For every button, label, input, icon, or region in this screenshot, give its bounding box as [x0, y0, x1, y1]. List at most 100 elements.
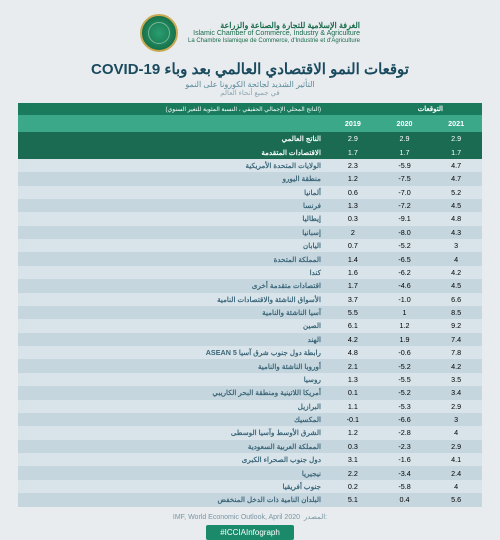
row-value: -5.2 [379, 239, 431, 252]
table-row: 8.515.5آسيا الناشئة والنامية [18, 306, 482, 319]
col-2019: 2019 [327, 115, 379, 132]
col-2021: 2021 [430, 115, 482, 132]
row-value: -5.2 [379, 359, 431, 372]
table-row: 2.9-5.31.1البرازيل [18, 400, 482, 413]
row-value: 3.4 [430, 386, 482, 399]
col-2020: 2020 [379, 115, 431, 132]
row-value: 1.3 [327, 199, 379, 212]
year-header-row: 2021 2020 2019 [18, 115, 482, 132]
empty-head [327, 103, 379, 115]
row-value: 4.2 [430, 266, 482, 279]
table-row: 4.7-5.92.3الولايات المتحدة الأمريكية [18, 159, 482, 172]
row-label: المملكة المتحدة [18, 252, 327, 265]
row-value: 9.2 [430, 319, 482, 332]
table-row: 3-5.20.7اليابان [18, 239, 482, 252]
header: الغرفة الإسلامية للتجارة والصناعة والزرا… [18, 10, 482, 60]
row-label: الشرق الأوسط وآسيا الوسطى [18, 426, 327, 439]
table-row: 3.4-5.20.1أمريكا اللاتينية ومنطقة البحر … [18, 386, 482, 399]
org-name-block: الغرفة الإسلامية للتجارة والصناعة والزرا… [188, 21, 360, 45]
row-value: -6.2 [379, 266, 431, 279]
org-name-ar: الغرفة الإسلامية للتجارة والصناعة والزرا… [188, 21, 360, 30]
table-row: 5.2-7.00.6ألمانيا [18, 186, 482, 199]
row-label: فرنسا [18, 199, 327, 212]
row-value: 7.8 [430, 346, 482, 359]
row-value: 3.1 [327, 453, 379, 466]
row-label: اقتصادات متقدمة أخرى [18, 279, 327, 292]
row-value: 2.4 [430, 466, 482, 479]
subtitle-2: في جميع أنحاء العالم [18, 89, 482, 97]
row-label: إيطاليا [18, 212, 327, 225]
row-value: 7.4 [430, 333, 482, 346]
projections-row: التوقعات (الناتج المحلي الإجمالي الحقيقي… [18, 103, 482, 115]
row-label: دول جنوب الصحراء الكبرى [18, 453, 327, 466]
row-value: 2.1 [327, 359, 379, 372]
row-value: 4 [430, 252, 482, 265]
row-value: 4.2 [430, 359, 482, 372]
row-value: 0.3 [327, 212, 379, 225]
row-label: آسيا الناشئة والنامية [18, 306, 327, 319]
row-value: 4.7 [430, 172, 482, 185]
table-row: 4.2-5.22.1أوروبا الناشئة والنامية [18, 359, 482, 372]
row-value: 0.7 [327, 239, 379, 252]
row-label: الأسواق الناشئة والاقتصادات النامية [18, 293, 327, 306]
data-table: التوقعات (الناتج المحلي الإجمالي الحقيقي… [18, 103, 482, 507]
row-value: 1.7 [327, 279, 379, 292]
row-value: 2.2 [327, 466, 379, 479]
row-value: 2.3 [327, 159, 379, 172]
source-line: IMF, World Economic Outlook, April 2020 … [173, 513, 327, 521]
row-value: 4 [430, 426, 482, 439]
row-value: 5.5 [327, 306, 379, 319]
row-value: 1.3 [327, 373, 379, 386]
row-value: -2.8 [379, 426, 431, 439]
row-value: 0.3 [327, 440, 379, 453]
table-row: 4-5.80.2جنوب أفريقيا [18, 480, 482, 493]
row-value: 4.7 [430, 159, 482, 172]
row-value: 1.9 [379, 333, 431, 346]
org-name-fr: La Chambre Islamique de Commerce, d'Indu… [188, 38, 360, 45]
page-title: توقعات النمو الاقتصادي العالمي بعد وباء … [18, 60, 482, 78]
row-value: 3 [430, 239, 482, 252]
footer: IMF, World Economic Outlook, April 2020 … [18, 507, 482, 540]
source-text: IMF, World Economic Outlook, April 2020 [173, 514, 300, 521]
table-row: 4.7-7.51.2منطقة اليورو [18, 172, 482, 185]
row-value: -7.2 [379, 199, 431, 212]
table-row: 2.4-3.42.2نيجيريا [18, 466, 482, 479]
table-row: 4-6.51.4المملكة المتحدة [18, 252, 482, 265]
row-value: 2.9 [430, 440, 482, 453]
row-value: 6.6 [430, 293, 482, 306]
row-value: -5.3 [379, 400, 431, 413]
org-name-en: Islamic Chamber of Commerce, Industry & … [188, 30, 360, 38]
row-value: 4.2 [327, 333, 379, 346]
row-label: اليابان [18, 239, 327, 252]
row-label: جنوب أفريقيا [18, 480, 327, 493]
row-value: 4.1 [430, 453, 482, 466]
hashtag-badge: #ICCIAInfograph [206, 525, 294, 540]
table-row: 4.2-6.21.6كندا [18, 266, 482, 279]
row-value: 6.1 [327, 319, 379, 332]
row-value: 1.2 [327, 172, 379, 185]
note-head: (الناتج المحلي الإجمالي الحقيقي ، النسبة… [18, 103, 327, 115]
row-value: 4.8 [430, 212, 482, 225]
row-label: الصين [18, 319, 327, 332]
row-value: -1.0 [379, 293, 431, 306]
row-label: كندا [18, 266, 327, 279]
table-row: 4-2.81.2الشرق الأوسط وآسيا الوسطى [18, 426, 482, 439]
row-value: 4.3 [430, 226, 482, 239]
row-value: 4.8 [327, 346, 379, 359]
row-value: 1.7 [327, 145, 379, 158]
row-value: 3 [430, 413, 482, 426]
table-row: 4.1-1.63.1دول جنوب الصحراء الكبرى [18, 453, 482, 466]
row-value: 4.5 [430, 279, 482, 292]
row-value: -7.0 [379, 186, 431, 199]
row-value: -6.6 [379, 413, 431, 426]
row-label: البرازيل [18, 400, 327, 413]
row-value: 1.2 [327, 426, 379, 439]
row-value: -4.6 [379, 279, 431, 292]
row-value: 8.5 [430, 306, 482, 319]
row-value: 2 [327, 226, 379, 239]
row-label: إسبانيا [18, 226, 327, 239]
row-value: -0.1 [327, 413, 379, 426]
row-value: -8.0 [379, 226, 431, 239]
row-value: -5.5 [379, 373, 431, 386]
table-row: 7.8-0.64.8رابطة دول جنوب شرق آسيا ASEAN … [18, 346, 482, 359]
